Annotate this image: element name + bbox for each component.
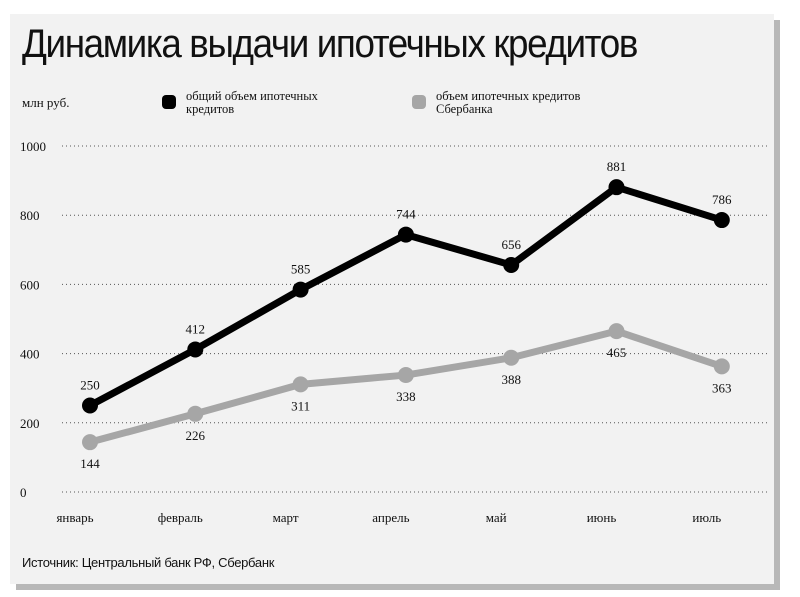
x-tick-label: март — [273, 510, 299, 525]
data-label-total: 786 — [712, 192, 732, 207]
data-point-sber — [397, 367, 414, 384]
data-point-sber — [608, 323, 625, 340]
data-label-sber: 226 — [186, 428, 206, 443]
data-label-total: 744 — [396, 207, 416, 222]
data-label-total: 881 — [607, 159, 627, 174]
data-label-total: 656 — [501, 237, 521, 252]
data-label-sber: 338 — [396, 389, 416, 404]
unit-label: млн руб. — [22, 95, 70, 110]
y-tick-label: 600 — [20, 277, 40, 292]
data-point-sber — [292, 376, 309, 393]
y-tick-label: 800 — [20, 208, 40, 223]
data-point-total — [608, 179, 625, 196]
data-label-total: 250 — [80, 378, 100, 393]
x-tick-label: апрель — [372, 510, 409, 525]
legend-swatch-sber — [412, 95, 426, 109]
data-point-sber — [713, 358, 730, 375]
x-tick-label: январь — [56, 510, 93, 525]
y-tick-label: 0 — [20, 485, 27, 500]
data-point-total — [397, 226, 414, 243]
series-line-sber — [89, 327, 723, 446]
data-point-sber — [82, 434, 98, 451]
source-note: Источник: Центральный банк РФ, Сбербанк — [22, 555, 275, 570]
data-label-total: 585 — [291, 262, 311, 277]
data-point-total — [503, 257, 520, 274]
data-point-sber — [187, 405, 204, 422]
legend-item-total: общий объем ипотечных кредитов — [162, 90, 336, 116]
data-point-total — [82, 397, 98, 414]
chart-title: Динамика выдачи ипотечных кредитов — [22, 22, 638, 66]
x-tick-label: июль — [692, 510, 721, 525]
data-point-total — [713, 212, 730, 229]
data-label-sber: 311 — [291, 398, 310, 413]
data-point-total — [187, 341, 204, 358]
y-tick-label: 400 — [20, 347, 40, 362]
legend-label-total: общий объем ипотечных кредитов — [186, 89, 318, 116]
x-tick-label: июнь — [587, 510, 617, 525]
data-point-sber — [503, 349, 520, 366]
data-label-sber: 465 — [607, 345, 627, 360]
data-label-total: 412 — [186, 321, 206, 336]
data-label-sber: 388 — [501, 372, 521, 387]
data-label-sber: 363 — [712, 380, 732, 395]
data-point-total — [292, 281, 309, 298]
legend-swatch-total — [162, 95, 176, 109]
y-tick-label: 1000 — [20, 139, 46, 154]
x-tick-label: февраль — [158, 510, 203, 525]
chart-panel — [10, 14, 774, 584]
data-label-sber: 144 — [80, 456, 100, 471]
legend-label-sber: объем ипотечных кредитов Сбербанка — [436, 89, 581, 116]
y-tick-label: 200 — [20, 416, 40, 431]
legend-item-sber: объем ипотечных кредитов Сбербанка — [412, 90, 586, 116]
x-tick-label: май — [486, 510, 507, 525]
